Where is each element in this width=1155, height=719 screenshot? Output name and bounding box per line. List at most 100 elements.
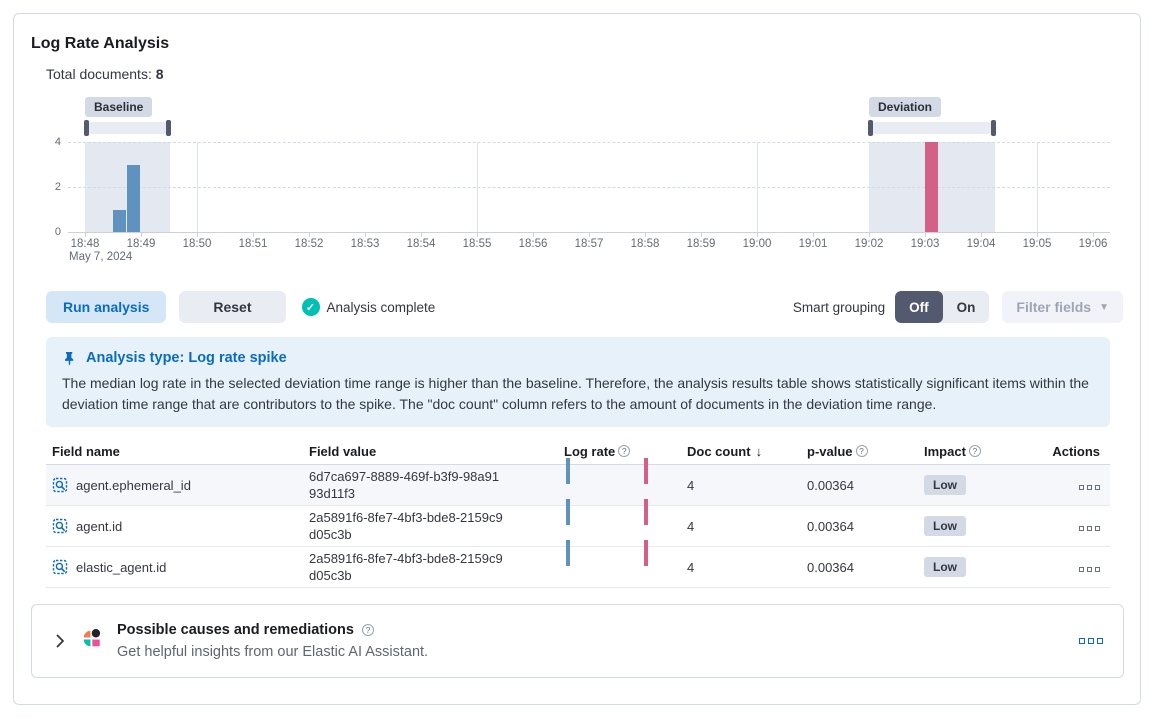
deviation-right-brush-handle[interactable] bbox=[991, 120, 996, 136]
baseline-left-brush-handle[interactable] bbox=[84, 120, 89, 136]
smart-grouping-on-button[interactable]: On bbox=[943, 291, 990, 323]
expand-chevron-icon[interactable] bbox=[52, 633, 68, 649]
reset-button[interactable]: Reset bbox=[179, 291, 286, 323]
y-tick-label: 4 bbox=[54, 136, 61, 148]
pin-icon bbox=[65, 351, 74, 366]
row-actions-icon[interactable] bbox=[1079, 484, 1100, 490]
field-name-cell: agent.ephemeral_id bbox=[46, 477, 309, 493]
x-tick-mark bbox=[533, 232, 534, 237]
toolbar: Run analysis Reset ✓ Analysis complete S… bbox=[46, 291, 1123, 323]
deviation-left-brush-handle[interactable] bbox=[868, 120, 873, 136]
x-tick-label: 19:02 bbox=[854, 238, 884, 250]
deviation-histogram-bar bbox=[925, 142, 938, 232]
question-icon[interactable]: ? bbox=[855, 445, 868, 457]
smart-grouping-off-button[interactable]: Off bbox=[895, 291, 943, 323]
field-name-text: agent.ephemeral_id bbox=[76, 477, 191, 493]
possible-causes-panel: Possible causes and remediations ? Get h… bbox=[31, 604, 1124, 678]
filter-field-icon[interactable] bbox=[52, 477, 68, 493]
x-tick-mark bbox=[813, 232, 814, 237]
header-impact[interactable]: Impact? bbox=[924, 444, 1044, 459]
x-tick-label: 19:05 bbox=[1022, 238, 1052, 250]
log-rate-analysis-panel: Log Rate Analysis Total documents: 8 0 2 4… bbox=[13, 13, 1141, 705]
field-value-cell: 6d7ca697-8889-469f-b3f9-98a9193d11f3 bbox=[309, 468, 564, 502]
elastic-ai-assistant-icon bbox=[81, 628, 102, 654]
analysis-status: ✓ Analysis complete bbox=[301, 298, 435, 316]
check-icon: ✓ bbox=[301, 298, 320, 316]
p-value-cell: 0.00364 bbox=[807, 518, 854, 534]
mini-baseline-bar bbox=[566, 540, 570, 566]
header-field-value[interactable]: Field value bbox=[309, 444, 377, 459]
header-doc-count[interactable]: Doc count ↓ bbox=[687, 444, 763, 459]
x-tick-label: 18:49 bbox=[126, 238, 156, 250]
x-tick-mark bbox=[365, 232, 366, 237]
x-gridline bbox=[197, 142, 198, 232]
actions-cell bbox=[1044, 519, 1110, 534]
x-tick-mark bbox=[981, 232, 982, 237]
callout-title-row: Analysis type: Log rate spike bbox=[62, 347, 1094, 369]
x-tick-label: 18:53 bbox=[350, 238, 380, 250]
run-analysis-button[interactable]: Run analysis bbox=[46, 291, 167, 323]
actions-cell bbox=[1044, 478, 1110, 493]
insights-subtitle: Get helpful insights from our Elastic AI… bbox=[117, 643, 429, 660]
header-p-value[interactable]: p-value? bbox=[807, 444, 924, 459]
field-name-text: elastic_agent.id bbox=[76, 559, 167, 575]
x-gridline bbox=[477, 142, 478, 232]
baseline-histogram-bar bbox=[113, 209, 126, 232]
x-tick-label: 18:51 bbox=[238, 238, 268, 250]
doc-count-cell: 4 bbox=[687, 518, 695, 534]
p-value-cell: 0.00364 bbox=[807, 477, 854, 493]
x-tick-mark bbox=[141, 232, 142, 237]
x-tick-label: 18:48 bbox=[70, 238, 100, 250]
field-value-text: 6d7ca697-8889-469f-b3f9-98a9193d11f3 bbox=[309, 469, 500, 501]
header-log-rate[interactable]: Log rate? bbox=[564, 444, 687, 459]
filter-field-icon[interactable] bbox=[52, 559, 68, 575]
x-tick-mark bbox=[701, 232, 702, 237]
doc-count-cell: 4 bbox=[687, 477, 695, 493]
table-row: agent.id 2a5891f6-8fe7-4bf3-bde8-2159c9d… bbox=[46, 499, 1110, 547]
doc-count-cell: 4 bbox=[687, 559, 695, 575]
total-documents-label: Total documents: bbox=[46, 66, 152, 82]
question-icon[interactable]: ? bbox=[618, 445, 631, 457]
deviation-brush[interactable] bbox=[868, 120, 996, 136]
y-tick-label: 2 bbox=[54, 181, 61, 193]
x-tick-label: 19:00 bbox=[742, 238, 772, 250]
impact-badge: Low bbox=[924, 557, 966, 577]
x-tick-label: 18:59 bbox=[686, 238, 716, 250]
filter-fields-button[interactable]: Filter fields ▼ bbox=[1002, 291, 1123, 323]
question-icon[interactable]: ? bbox=[968, 445, 981, 457]
x-tick-label: 18:58 bbox=[630, 238, 660, 250]
baseline-brush[interactable] bbox=[84, 120, 172, 136]
row-actions-icon[interactable] bbox=[1079, 525, 1100, 531]
x-tick-mark bbox=[477, 232, 478, 237]
x-tick-label: 18:57 bbox=[574, 238, 604, 250]
x-tick-mark bbox=[645, 232, 646, 237]
baseline-right-brush-handle[interactable] bbox=[166, 120, 172, 136]
insights-actions-icon[interactable] bbox=[1079, 638, 1103, 644]
x-tick-mark bbox=[421, 232, 422, 237]
page-title: Log Rate Analysis bbox=[31, 35, 170, 52]
chevron-down-icon: ▼ bbox=[1099, 301, 1109, 313]
x-tick-mark bbox=[309, 232, 310, 237]
total-documents: Total documents: 8 bbox=[46, 64, 1123, 85]
field-name-text: agent.id bbox=[76, 518, 123, 534]
question-icon[interactable]: ? bbox=[361, 624, 374, 636]
table-row: agent.ephemeral_id 6d7ca697-8889-469f-b3… bbox=[46, 458, 1110, 506]
x-axis-date-label: May 7, 2024 bbox=[69, 251, 133, 263]
y-gridline bbox=[68, 142, 1110, 143]
baseline-badge: Baseline bbox=[85, 97, 153, 117]
x-tick-mark bbox=[197, 232, 198, 237]
y-tick-label: 0 bbox=[54, 226, 61, 238]
x-tick-label: 19:06 bbox=[1078, 238, 1108, 250]
analysis-results-table: Field name Field value Log rate? Doc cou… bbox=[46, 439, 1110, 588]
total-documents-value: 8 bbox=[155, 66, 164, 82]
filter-field-icon[interactable] bbox=[52, 518, 68, 534]
x-tick-label: 18:56 bbox=[518, 238, 548, 250]
x-tick-label: 18:55 bbox=[462, 238, 492, 250]
x-gridline bbox=[757, 142, 758, 232]
row-actions-icon[interactable] bbox=[1079, 566, 1100, 572]
y-gridline bbox=[68, 187, 1110, 188]
header-field-name[interactable]: Field name bbox=[52, 444, 120, 459]
table-row: elastic_agent.id 2a5891f6-8fe7-4bf3-bde8… bbox=[46, 540, 1110, 588]
x-tick-mark bbox=[253, 232, 254, 237]
